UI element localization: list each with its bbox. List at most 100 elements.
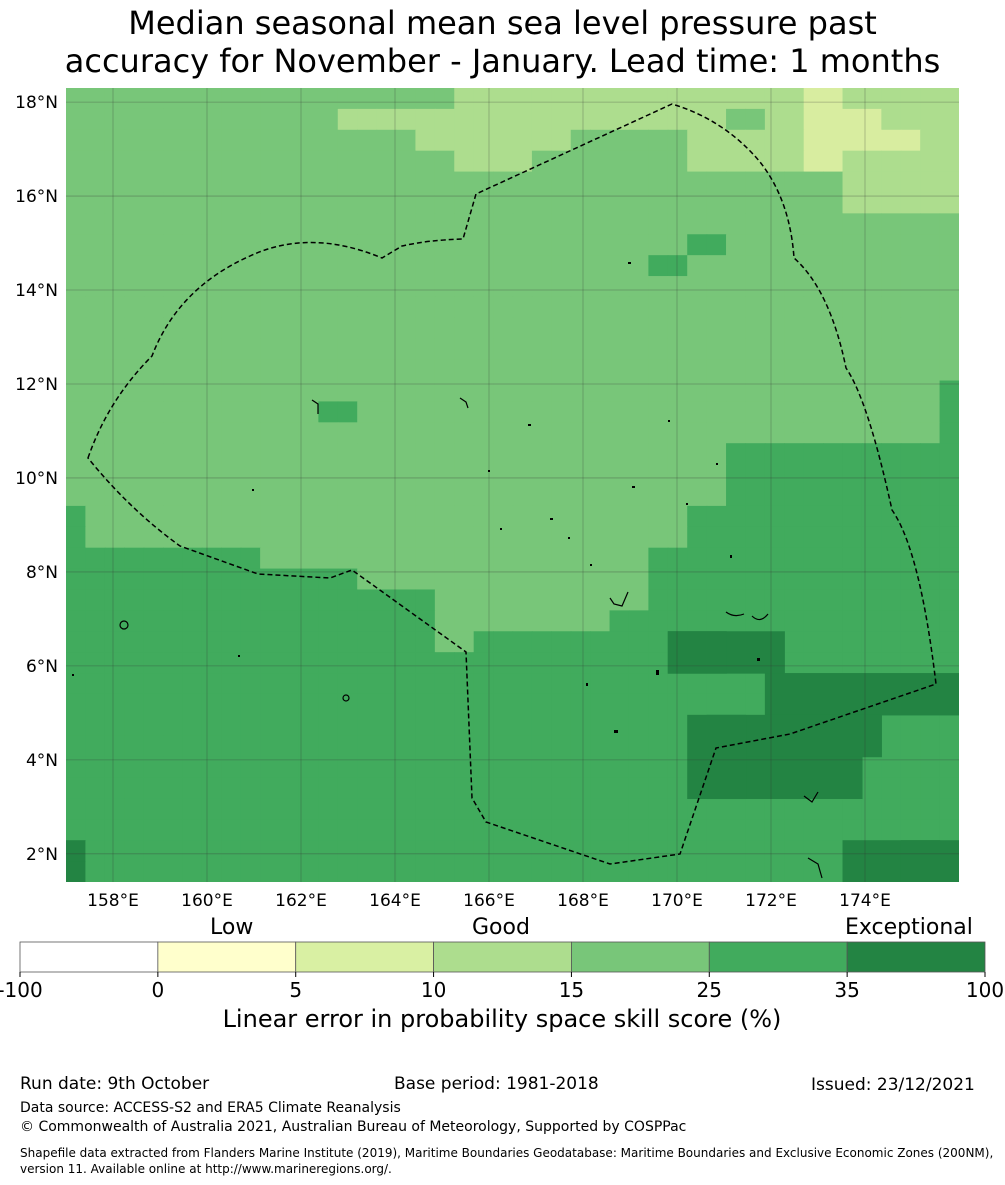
grid-cell — [531, 735, 552, 758]
grid-cell — [590, 735, 611, 758]
grid-cell — [764, 401, 785, 423]
grid-cell — [706, 108, 727, 131]
grid-cell — [396, 276, 417, 298]
grid-cell — [628, 673, 649, 695]
grid-cell — [454, 547, 475, 570]
grid-cell — [143, 526, 164, 549]
grid-cell — [201, 296, 222, 319]
grid-cell — [337, 464, 358, 486]
grid-cell — [454, 589, 475, 611]
grid-cell — [337, 547, 358, 570]
grid-cell — [861, 401, 882, 423]
grid-cell — [493, 401, 514, 423]
grid-cell — [628, 464, 649, 486]
grid-cell — [648, 464, 669, 486]
grid-cell — [298, 338, 319, 361]
grid-cell — [667, 589, 688, 611]
grid-cell — [726, 317, 747, 340]
grid-cell — [726, 526, 747, 549]
grid-cell — [104, 568, 125, 591]
grid-cell — [454, 819, 475, 841]
grid-cell — [298, 819, 319, 841]
grid-cell — [939, 756, 959, 779]
grid-cell — [279, 714, 300, 737]
grid-cell-exceptional — [764, 673, 959, 716]
grid-cell — [803, 108, 824, 131]
grid-cell — [628, 631, 649, 653]
grid-cell — [667, 464, 688, 486]
grid-cell — [570, 631, 591, 653]
grid-cell — [531, 861, 552, 882]
grid-cell — [570, 798, 591, 820]
grid-cell — [124, 171, 145, 194]
grid-cell — [396, 756, 417, 779]
grid-cell — [298, 380, 319, 403]
grid-cell — [823, 422, 844, 444]
grid-cell — [104, 735, 125, 758]
grid-cell — [939, 735, 959, 758]
grid-cell — [590, 652, 611, 674]
grid-cell — [493, 422, 514, 444]
grid-cell — [454, 798, 475, 820]
grid-cell — [396, 819, 417, 841]
grid-cell — [124, 547, 145, 570]
grid-cell — [628, 652, 649, 674]
grid-cell — [881, 568, 902, 591]
grid-cell — [590, 631, 611, 653]
grid-cell — [201, 714, 222, 737]
grid-cell — [66, 338, 87, 361]
longitude-tick-label: 158°E — [87, 891, 139, 911]
grid-cell — [473, 485, 494, 507]
grid-cell — [454, 505, 475, 528]
grid-cell — [939, 317, 959, 340]
grid-cell — [861, 777, 882, 800]
grid-cell — [648, 338, 669, 361]
grid-cell — [415, 777, 436, 800]
grid-cell — [803, 610, 824, 632]
grid-cell — [861, 589, 882, 611]
grid-cell — [609, 652, 630, 674]
grid-cell — [803, 88, 824, 110]
grid-cell — [124, 505, 145, 528]
grid-cell — [221, 777, 242, 800]
grid-cell — [85, 568, 106, 591]
grid-cell — [163, 443, 184, 465]
island-outline — [803, 791, 823, 879]
grid-cell — [570, 129, 591, 152]
grid-cell — [726, 422, 747, 444]
grid-cell — [803, 276, 824, 298]
grid-cell — [939, 631, 959, 653]
grid-cell — [764, 296, 785, 319]
grid-cell — [726, 505, 747, 528]
grid-cell — [861, 505, 882, 528]
grid-cell — [726, 547, 747, 570]
grid-cell — [337, 317, 358, 340]
grid-cell — [182, 88, 203, 110]
grid-cell — [85, 464, 106, 486]
grid-cell — [531, 485, 552, 507]
grid-cell — [628, 422, 649, 444]
grid-cell — [648, 673, 669, 695]
grid-cell — [881, 380, 902, 403]
grid-cell — [85, 840, 106, 862]
grid-cell — [337, 296, 358, 319]
grid-cell — [182, 338, 203, 361]
grid-cell — [939, 150, 959, 173]
grid-cell — [531, 317, 552, 340]
grid-cell — [590, 756, 611, 779]
grid-cell — [745, 150, 766, 173]
grid-cell — [745, 568, 766, 591]
grid-cell — [240, 631, 261, 653]
grid-cell — [823, 129, 844, 152]
grid-cell — [493, 213, 514, 235]
grid-cell — [900, 610, 921, 632]
grid-cell — [493, 819, 514, 841]
grid-cell — [163, 317, 184, 340]
grid-cell — [104, 359, 125, 382]
grid-cell — [454, 464, 475, 486]
grid-cell — [609, 840, 630, 862]
grid-cell — [648, 108, 669, 131]
grid-cell — [396, 255, 417, 277]
grid-cell — [201, 213, 222, 235]
grid-cell — [163, 338, 184, 361]
